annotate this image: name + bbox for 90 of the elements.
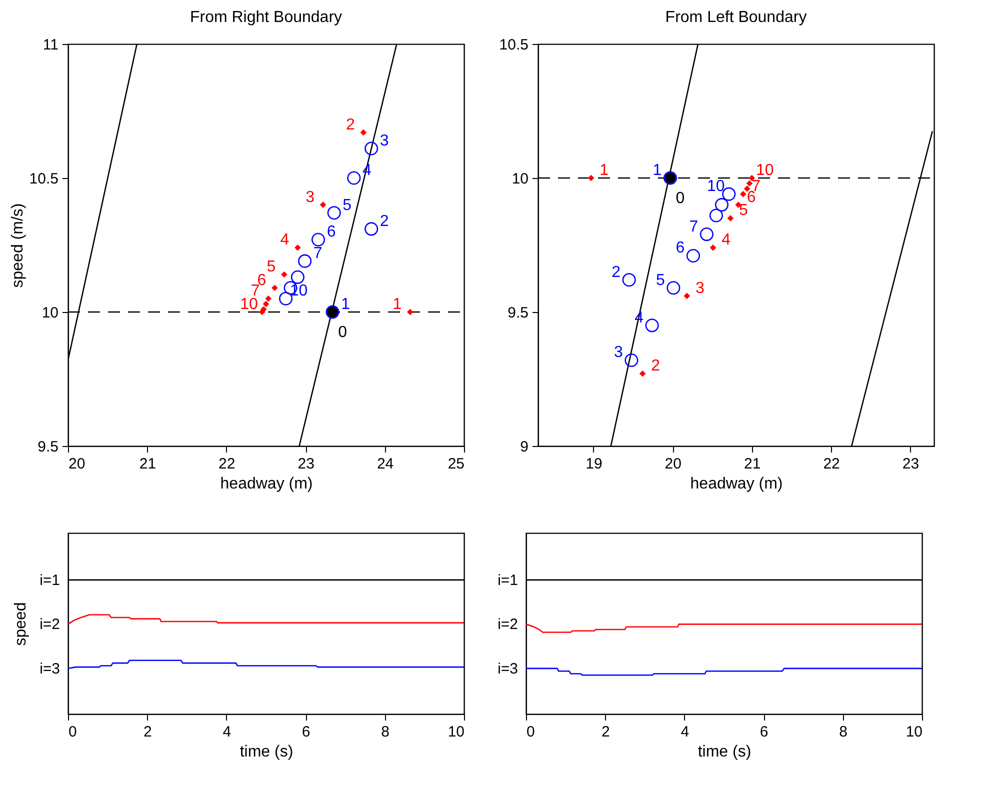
chart-title: From Left Boundary [665,9,807,26]
annotation: 10 [240,296,258,313]
annotation: 10 [706,178,725,196]
point [714,198,729,212]
x-tick-label: 22 [218,456,236,472]
point [666,281,680,295]
point [639,370,646,377]
annotation: i=3 [40,660,60,678]
point [684,292,690,300]
annotation: 10 [756,162,774,179]
x-axis-title: time (s) [240,744,294,760]
y-tick-label: 9.5 [508,304,528,322]
y-tick-label: 10.5 [29,170,58,188]
annotation: i=3 [498,660,518,678]
y-axis-title: speed (m/s) [9,203,26,288]
y-tick-label: 10 [42,304,58,322]
point [588,174,594,182]
x-axis-title: headway (m) [220,476,313,492]
annotation: 0 [676,190,685,207]
x-tick-label: 25 [448,456,464,472]
annotation: i=2 [498,616,518,634]
annotation: 4 [722,232,731,249]
x-tick-label: 4 [222,724,232,740]
annotation: 6 [676,240,685,257]
x-tick-label: 22 [823,456,840,472]
annotation: 3 [695,280,704,297]
x-tick-label: 19 [586,456,602,472]
annotation: 1 [652,162,662,179]
x-tick-label: 24 [376,456,394,472]
annotation: 1 [392,296,402,313]
y-tick-label: 9.5 [38,438,58,456]
point [686,248,700,262]
x-axis-title: headway (m) [690,476,783,492]
y-tick-label: 10 [512,170,528,188]
point [622,273,636,287]
x-axis-title: time (s) [698,744,752,760]
annotation: i=1 [498,572,518,589]
annotation: 3 [614,344,624,362]
chart-title: From Right Boundary [190,9,342,26]
annotation: 2 [651,358,660,375]
annotation: 7 [313,245,322,262]
x-tick-label: 10 [906,724,922,740]
annotation: 2 [380,212,389,230]
point [740,190,746,198]
point [700,228,714,242]
annotation: 7 [689,218,698,236]
point [744,186,750,192]
annotation: 1 [341,296,350,313]
annotation: i=2 [40,616,60,634]
point [746,180,753,187]
x-tick-label: 2 [144,724,152,740]
annotation: 5 [342,196,352,214]
annotation: 3 [306,188,315,206]
point [709,208,723,222]
annotation: 2 [612,264,621,281]
annotation: 3 [380,132,389,150]
y-tick-label: 9 [520,438,528,456]
annotation: 5 [656,272,665,289]
x-tick-label: 2 [602,724,610,740]
x-tick-label: 10 [448,724,464,740]
annotation: 2 [346,116,355,134]
x-tick-label: 21 [139,456,156,472]
x-tick-label: 23 [902,456,920,472]
x-tick-label: 20 [68,456,86,472]
point [748,174,755,182]
x-tick-label: 20 [664,456,682,472]
annotation: 6 [326,224,336,241]
y-axis-title: speed [12,602,30,646]
annotation: 0 [338,324,348,341]
annotation: i=1 [40,572,60,589]
x-tick-label: 0 [68,724,77,740]
point [727,215,734,222]
x-tick-label: 21 [744,456,761,472]
y-tick-label: 10.5 [499,36,528,54]
point [710,244,716,251]
x-tick-label: 6 [302,724,310,740]
annotation: 6 [746,188,756,206]
x-tick-label: 8 [381,724,390,740]
x-tick-label: 8 [839,724,848,740]
annotation: 5 [266,258,276,276]
point [645,318,659,332]
point [624,353,638,367]
x-tick-label: 23 [298,456,314,472]
x-tick-label: 6 [760,724,768,740]
annotation: 4 [280,232,290,249]
annotation: 1 [600,162,609,179]
y-tick-label: 11 [42,36,58,54]
x-tick-label: 0 [526,724,535,740]
x-tick-label: 4 [680,724,690,740]
annotation: 5 [739,202,748,220]
